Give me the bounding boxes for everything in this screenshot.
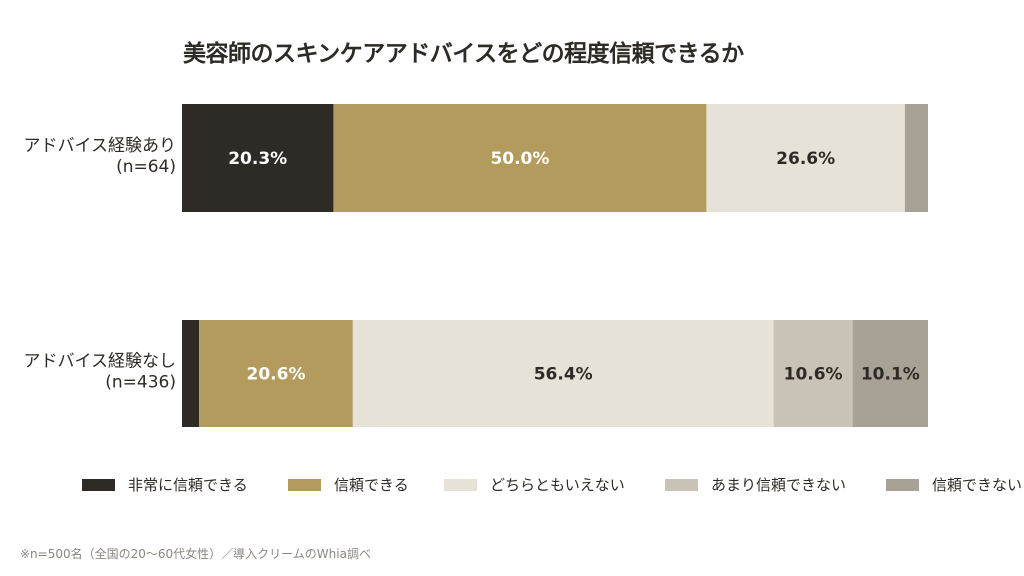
- data-label: 50.0%: [490, 149, 549, 169]
- legend-label: 非常に信頼できる: [128, 476, 248, 494]
- legend-item: 信頼できない: [886, 474, 1022, 495]
- data-label: 26.6%: [776, 149, 835, 169]
- data-label: 10.6%: [784, 365, 843, 385]
- legend-label: 信頼できる: [334, 476, 409, 494]
- legend-item: 非常に信頼できる: [82, 474, 248, 495]
- bar-segment: [182, 320, 200, 427]
- bar-segment: [182, 104, 334, 212]
- bar-segment: [199, 320, 353, 427]
- data-label: 20.3%: [228, 149, 287, 169]
- legend: 非常に信頼できる 信頼できる どちらともいえない あまり信頼できない 信頼できない: [82, 474, 1024, 494]
- footnote: ※n=500名（全国の20〜60代女性）／導入クリームのWhia調べ: [20, 547, 371, 561]
- legend-item: 信頼できる: [288, 474, 409, 495]
- legend-swatch: [886, 478, 919, 491]
- legend-item: どちらともいえない: [444, 474, 625, 495]
- bar-segment: [706, 104, 905, 212]
- bar-segment: [852, 320, 928, 427]
- bar-segment: [773, 320, 853, 427]
- bar-segment: [333, 104, 707, 212]
- category-label: アドバイス経験あり(n=64): [24, 136, 177, 177]
- legend-swatch: [82, 478, 115, 491]
- legend-label: どちらともいえない: [490, 476, 625, 494]
- category-label: アドバイス経験なし(n=436): [24, 352, 177, 393]
- chart-title: 美容師のスキンケアアドバイスをどの程度信頼できるか: [183, 41, 744, 67]
- bar-segment: [352, 320, 774, 427]
- legend-item: あまり信頼できない: [665, 474, 846, 495]
- legend-swatch: [444, 478, 477, 491]
- legend-label: 信頼できない: [932, 476, 1023, 494]
- legend-swatch: [665, 478, 698, 491]
- data-label: 56.4%: [534, 365, 593, 385]
- legend-label: あまり信頼できない: [711, 476, 847, 494]
- data-label: 10.1%: [861, 365, 920, 385]
- legend-swatch: [288, 478, 321, 491]
- bar-segment: [904, 104, 928, 212]
- data-label: 20.6%: [247, 365, 306, 385]
